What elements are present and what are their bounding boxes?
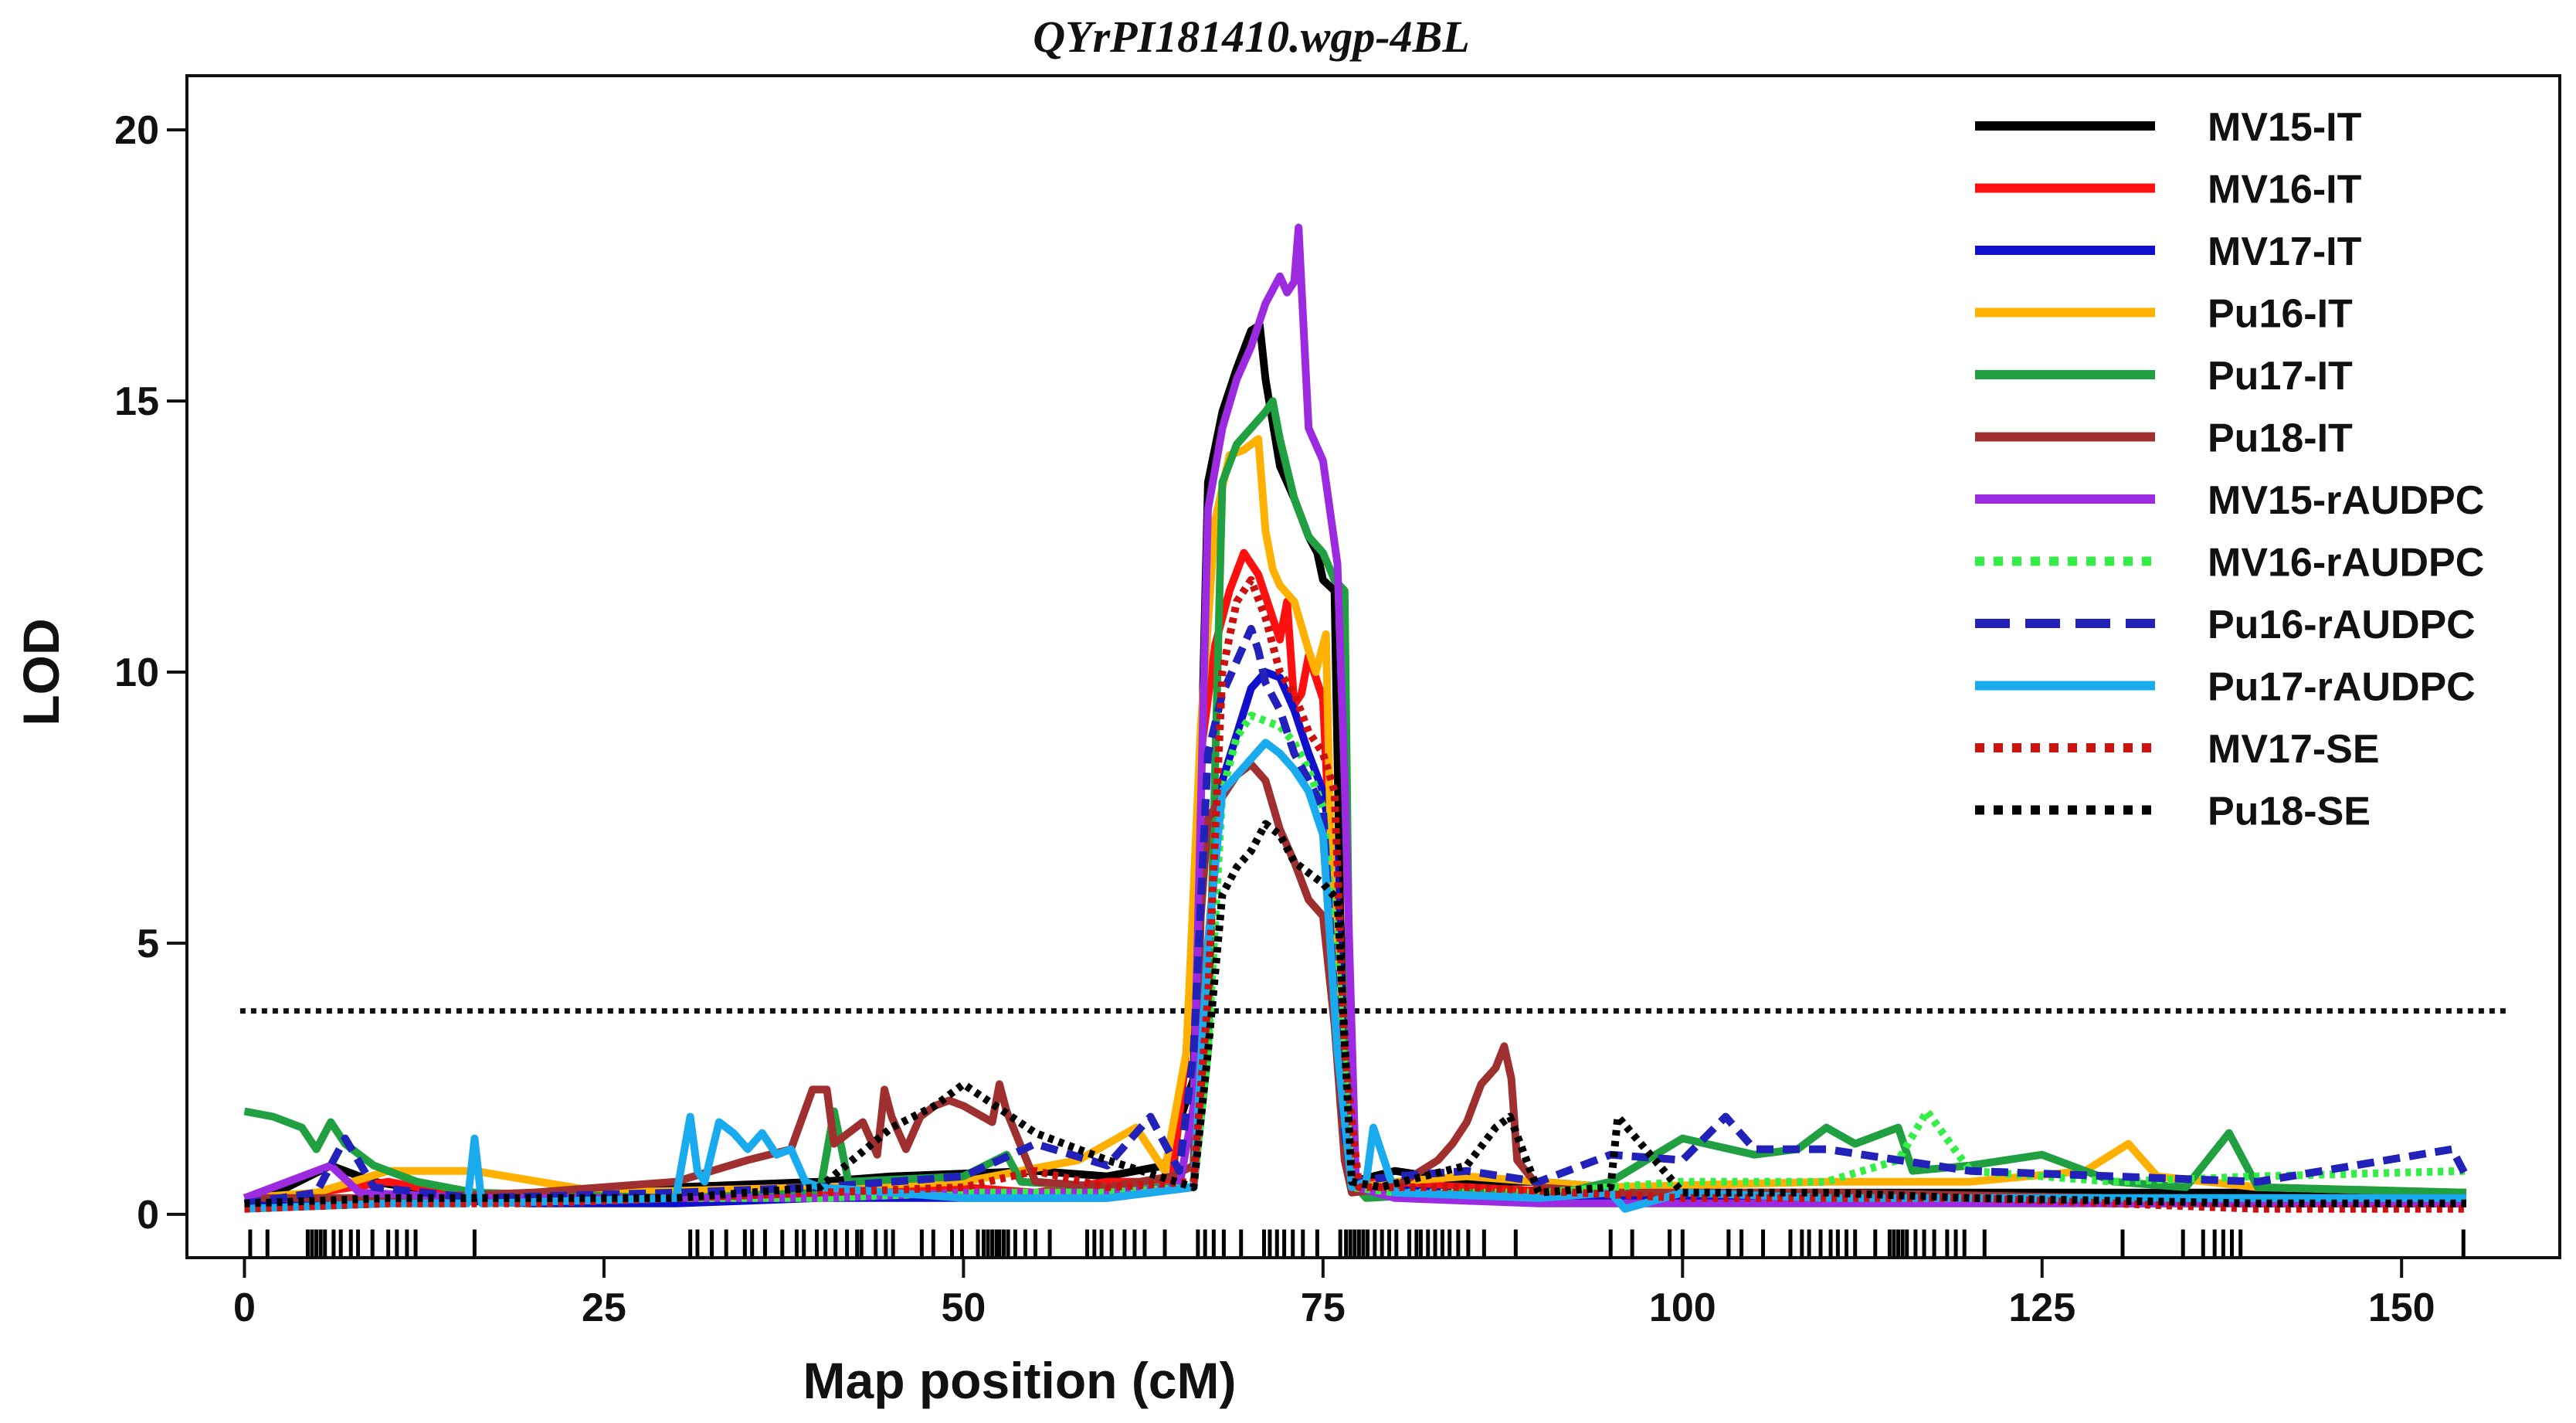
legend-label: MV16-rAUDPC	[2208, 541, 2484, 586]
y-tick-label: 5	[137, 922, 159, 966]
legend-label: Pu17-rAUDPC	[2208, 665, 2476, 710]
legend-label: Pu17-IT	[2208, 354, 2353, 399]
x-tick-label: 150	[2368, 1285, 2435, 1330]
y-tick-label: 10	[114, 650, 159, 695]
y-tick-label: 20	[114, 108, 159, 153]
x-tick-label: 0	[233, 1285, 256, 1330]
legend-label: MV15-rAUDPC	[2208, 478, 2484, 523]
x-axis-label: Map position (cM)	[803, 1352, 1237, 1409]
x-tick-label: 75	[1301, 1285, 1346, 1330]
legend-label: MV15-IT	[2208, 105, 2362, 150]
legend: MV15-IT MV16-IT MV17-IT Pu16-IT Pu17-IT Pu18-…	[1975, 105, 2484, 834]
legend-label: Pu18-SE	[2208, 790, 2371, 834]
series-line	[244, 820, 2466, 1207]
series-lines	[243, 223, 2470, 1213]
legend-label: MV16-IT	[2208, 168, 2362, 212]
series-line	[244, 435, 2467, 1202]
plot-frame	[185, 74, 2561, 1259]
x-tick-label: 25	[582, 1285, 626, 1330]
legend-label: MV17-SE	[2208, 727, 2380, 772]
series-line	[244, 576, 2466, 1213]
x-tick-label: 100	[1649, 1285, 1716, 1330]
legend-label: MV17-IT	[2208, 229, 2362, 274]
legend-label: Pu16-IT	[2208, 292, 2353, 337]
y-axis-label: LOD	[12, 618, 70, 725]
legend-label: Pu16-rAUDPC	[2208, 603, 2476, 647]
marker-rug	[248, 1229, 2466, 1257]
x-tick-label: 50	[941, 1285, 986, 1330]
x-axis: 0 25 50 75 100 125 150	[233, 1258, 2435, 1330]
legend-label: Pu18-IT	[2208, 416, 2353, 461]
y-axis: 0 5 10 15 20	[114, 108, 187, 1238]
y-tick-label: 0	[137, 1193, 159, 1238]
x-tick-label: 125	[2008, 1285, 2075, 1330]
chart-title: QYrPI181410.wgp-4BL	[1033, 12, 1470, 62]
y-tick-label: 15	[114, 379, 159, 424]
